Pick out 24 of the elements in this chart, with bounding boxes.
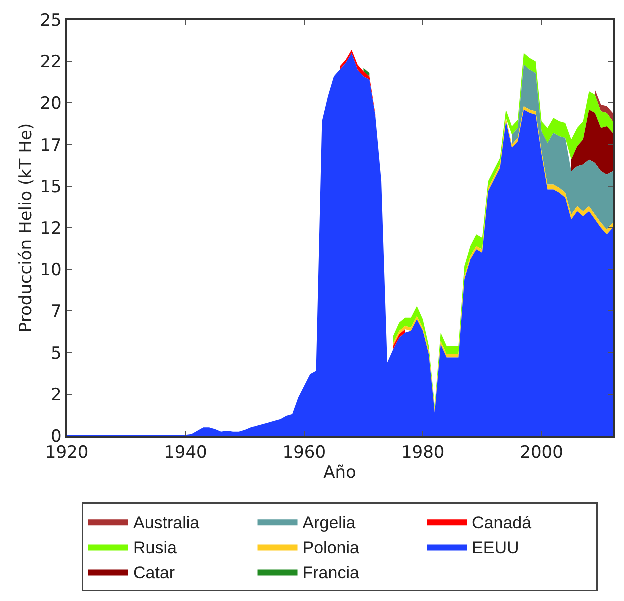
- y-tick-label: 15: [40, 177, 62, 198]
- x-tick-label: 1980: [401, 443, 445, 464]
- y-tick-label: 10: [40, 260, 62, 281]
- y-tick-label: 12: [40, 218, 62, 239]
- legend-label: Catar: [134, 563, 176, 582]
- legend-label: Francia: [302, 563, 360, 582]
- y-tick-label: 20: [40, 94, 62, 114]
- legend-label: Canadá: [472, 513, 532, 532]
- y-tick-label: 22: [40, 52, 62, 73]
- legend-label: Polonia: [302, 538, 360, 558]
- y-tick-label: 5: [51, 344, 62, 364]
- y-tick-label: 7: [51, 302, 62, 322]
- x-tick-label: 2000: [520, 443, 564, 464]
- y-tick-label: 25: [40, 10, 62, 31]
- legend-label: EEUU: [472, 538, 520, 558]
- x-tick-label: 1940: [164, 443, 208, 464]
- legend-label: Rusia: [134, 538, 178, 558]
- legend-label: Argelia: [302, 513, 356, 532]
- x-axis-title: Año: [324, 463, 356, 484]
- y-tick-label: 2: [51, 385, 62, 406]
- y-tick-label: 17: [40, 136, 62, 156]
- legend-label: Australia: [134, 513, 200, 532]
- x-tick-label: 1960: [282, 443, 326, 464]
- y-axis-title: Producción Helio (kT He): [16, 123, 36, 333]
